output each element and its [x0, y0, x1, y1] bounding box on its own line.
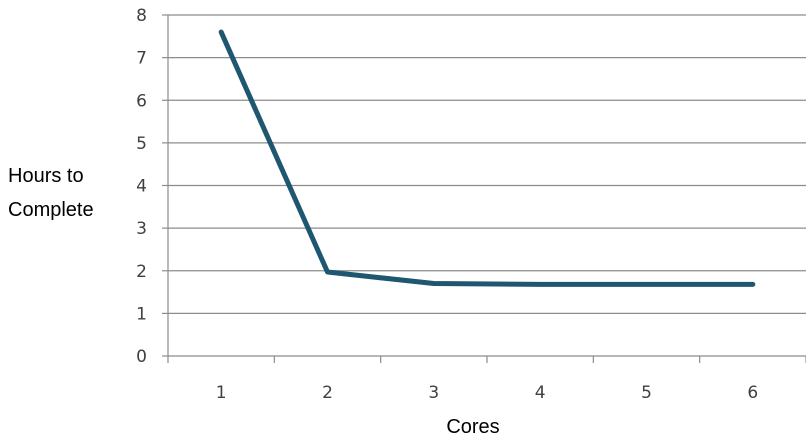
x-axis-title: Cores [446, 416, 499, 438]
y-tick-label-6: 6 [136, 91, 147, 111]
y-tick-label-7: 7 [136, 49, 147, 69]
x-tick-label-2: 2 [322, 383, 333, 403]
series-line-0 [218, 29, 756, 287]
y-tick-label-5: 5 [136, 134, 147, 154]
y-tick-label-4: 4 [136, 177, 147, 197]
y-tick-label-1: 1 [136, 304, 147, 324]
x-tick-label-1: 1 [216, 383, 227, 403]
gridlines [168, 14, 806, 314]
x-tick-label-5: 5 [641, 383, 652, 403]
axis-titles: Hours to Complete Cores [8, 165, 500, 438]
y-tick-label-2: 2 [136, 262, 147, 282]
y-tick-labels: 0 1 2 3 4 5 6 7 8 [136, 6, 147, 367]
y-axis-title-line-2: Complete [8, 199, 94, 221]
series [218, 29, 756, 287]
x-tick-label-4: 4 [535, 383, 546, 403]
axes [162, 14, 806, 363]
y-axis-title-line-1: Hours to [8, 165, 84, 187]
y-tick-label-0: 0 [136, 347, 147, 367]
x-tick-label-3: 3 [428, 383, 439, 403]
x-tick-label-6: 6 [747, 383, 758, 403]
y-tick-label-3: 3 [136, 219, 147, 239]
x-tick-labels: 1 2 3 4 5 6 [216, 383, 758, 403]
y-tick-label-8: 8 [136, 6, 147, 26]
